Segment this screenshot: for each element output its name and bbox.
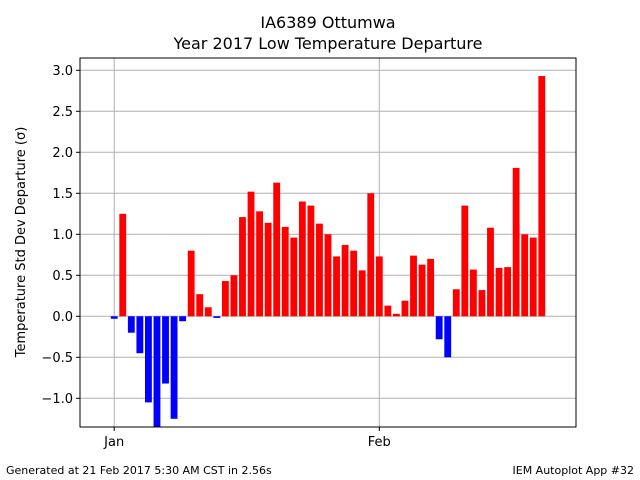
bar xyxy=(444,316,452,358)
bar xyxy=(239,217,246,317)
bar xyxy=(153,316,161,427)
bar xyxy=(418,264,426,317)
bar xyxy=(290,237,298,317)
y-axis: −1.0 −0.5 0.0 0.5 1.0 1.5 2.0 2.5 3.0 xyxy=(41,64,80,407)
bar xyxy=(384,305,392,317)
bar xyxy=(375,256,383,317)
y-tick-label: 0.0 xyxy=(52,310,73,325)
bar xyxy=(119,213,127,317)
bar xyxy=(350,250,358,317)
bar xyxy=(187,250,195,317)
bar xyxy=(392,313,400,317)
y-tick-label: −0.5 xyxy=(41,351,73,366)
y-tick-label: 2.0 xyxy=(52,146,73,161)
bar xyxy=(307,205,315,317)
bar xyxy=(504,267,512,317)
bar xyxy=(341,244,349,317)
y-tick-label: 1.5 xyxy=(52,187,73,202)
bar xyxy=(256,211,264,317)
bar xyxy=(401,300,409,317)
bar xyxy=(367,193,375,317)
bar xyxy=(221,281,229,317)
x-tick-label: Jan xyxy=(103,435,124,450)
footer-app: IEM Autoplot App #32 xyxy=(512,464,635,477)
y-tick-label: 0.5 xyxy=(52,269,73,284)
bar xyxy=(512,167,520,317)
plot-frame xyxy=(79,57,577,428)
bar xyxy=(247,191,255,317)
y-tick-label: 3.0 xyxy=(52,64,73,79)
bar xyxy=(538,76,546,317)
y-tick-label: 2.5 xyxy=(52,105,73,120)
bar xyxy=(298,201,306,317)
y-axis-label: Temperature Std Dev Departure (σ) xyxy=(14,127,29,359)
chart-subtitle: Year 2017 Low Temperature Departure xyxy=(173,34,483,53)
bar xyxy=(452,289,460,317)
bar xyxy=(273,182,281,317)
bar xyxy=(162,316,169,384)
bar xyxy=(144,316,152,403)
bar xyxy=(110,316,118,319)
y-tick-label: −1.0 xyxy=(41,392,73,407)
bar xyxy=(136,316,144,354)
bar xyxy=(461,205,469,317)
bar xyxy=(358,270,366,317)
bar xyxy=(427,258,435,317)
bar xyxy=(410,255,417,317)
x-axis: Jan Feb xyxy=(103,427,391,450)
bar xyxy=(521,234,529,317)
x-tick-label: Feb xyxy=(368,435,391,450)
bar xyxy=(127,316,135,333)
bar xyxy=(281,226,289,317)
bar xyxy=(196,294,204,317)
bar xyxy=(179,316,187,322)
bar xyxy=(435,316,443,340)
bars xyxy=(110,76,546,427)
bar xyxy=(478,290,486,317)
bar xyxy=(204,307,212,317)
bar xyxy=(213,316,221,318)
bar xyxy=(264,222,272,317)
bar xyxy=(529,237,537,317)
footer-generated: Generated at 21 Feb 2017 5:30 AM CST in … xyxy=(6,464,272,477)
y-tick-label: 1.0 xyxy=(52,228,73,243)
bar xyxy=(495,267,503,317)
bar xyxy=(170,316,178,419)
bar xyxy=(333,256,340,317)
bar xyxy=(487,227,494,317)
bar xyxy=(230,275,238,317)
bar xyxy=(469,269,477,317)
bar xyxy=(324,234,332,317)
bar xyxy=(316,223,323,317)
chart-title: IA6389 Ottumwa xyxy=(260,13,395,32)
